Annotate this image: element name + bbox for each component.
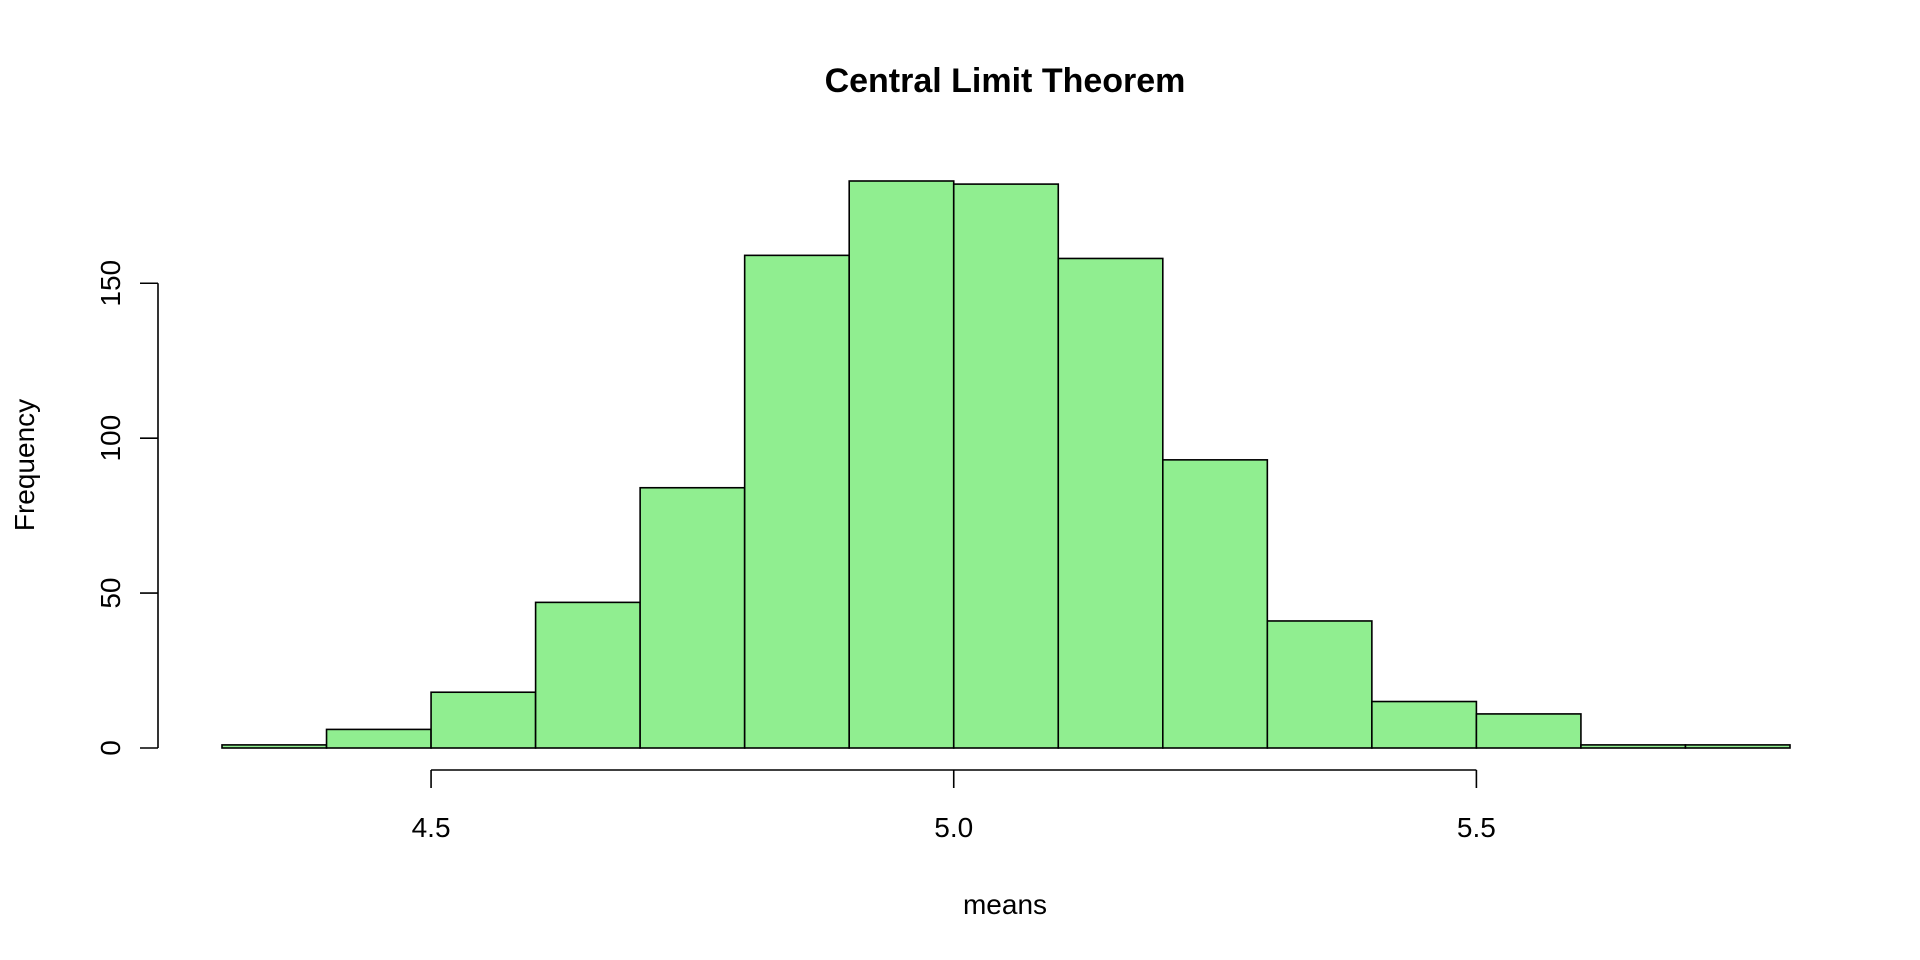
histogram-bar [1371,700,1478,749]
x-axis: 4.5 5.0 5.5 [412,769,1496,843]
bars-group [221,180,1791,749]
histogram-bar [430,691,537,749]
y-tick-label: 0 [95,740,126,756]
histogram-bar [848,180,955,749]
y-tick-label: 50 [95,578,126,609]
histogram-bar [743,254,851,749]
histogram-bar [221,744,328,749]
histogram-bar [1475,713,1582,749]
histogram-bar [1684,744,1791,749]
x-tick-label: 5.5 [1457,812,1496,843]
histogram-bar [1266,620,1373,749]
histogram-bar [534,601,641,749]
histogram-bar [639,486,746,749]
histogram-bar [1580,744,1687,749]
y-tick-label: 150 [95,260,126,307]
histogram-bar [1162,459,1269,749]
chart-title: Central Limit Theorem [825,62,1186,100]
histogram-bar [325,728,432,749]
y-axis: 0 50 100 150 [95,260,159,756]
y-axis-label: Frequency [9,399,40,531]
histogram-bar [1057,257,1164,749]
x-tick-label: 4.5 [412,812,451,843]
histogram-bar [952,183,1060,749]
x-axis-label: means [963,889,1047,920]
y-tick-label: 100 [95,415,126,462]
x-tick-label: 5.0 [934,812,973,843]
